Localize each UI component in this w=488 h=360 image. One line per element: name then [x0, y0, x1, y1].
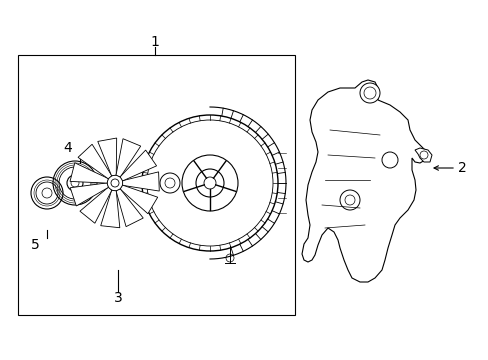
Text: 2: 2	[457, 161, 466, 175]
Polygon shape	[414, 148, 431, 162]
Circle shape	[419, 151, 427, 159]
Polygon shape	[78, 144, 112, 179]
Circle shape	[381, 152, 397, 168]
Text: 5: 5	[31, 238, 40, 252]
Circle shape	[359, 83, 379, 103]
Polygon shape	[101, 190, 120, 228]
Text: 1: 1	[150, 35, 159, 49]
Polygon shape	[302, 80, 425, 282]
Polygon shape	[116, 139, 141, 177]
Text: 3: 3	[113, 291, 122, 305]
Bar	[18, 55, 294, 315]
Polygon shape	[70, 183, 108, 206]
Circle shape	[107, 175, 123, 191]
Circle shape	[339, 190, 359, 210]
Polygon shape	[80, 187, 112, 223]
Polygon shape	[122, 172, 159, 191]
Polygon shape	[98, 138, 117, 176]
Text: 4: 4	[63, 141, 72, 155]
Polygon shape	[120, 185, 157, 214]
Polygon shape	[116, 189, 143, 226]
Polygon shape	[120, 150, 156, 181]
Polygon shape	[70, 163, 108, 183]
